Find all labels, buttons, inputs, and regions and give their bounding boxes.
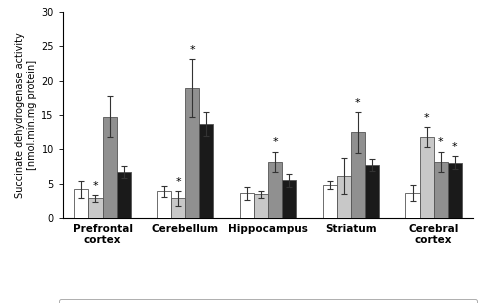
- Bar: [185, 88, 199, 218]
- Bar: [420, 137, 434, 218]
- Text: *: *: [424, 113, 429, 123]
- Bar: [102, 117, 116, 218]
- Bar: [171, 198, 185, 218]
- Text: *: *: [189, 45, 195, 55]
- Bar: [240, 193, 254, 218]
- Text: *: *: [452, 142, 457, 152]
- Text: *: *: [355, 98, 361, 108]
- Bar: [448, 162, 462, 218]
- Y-axis label: Succinate dehydrogenase activity
[nmol.min.mg protein]: Succinate dehydrogenase activity [nmol.m…: [15, 32, 37, 198]
- Bar: [337, 176, 351, 218]
- Bar: [282, 180, 296, 218]
- Text: *: *: [272, 138, 278, 148]
- Bar: [365, 165, 379, 218]
- Legend: Control, Fluvoxamine 10 mg/kg, Fluvoxamine 30 mg/kg, Fluvoxamine 60 mg/kg: Control, Fluvoxamine 10 mg/kg, Fluvoxami…: [59, 299, 477, 303]
- Bar: [88, 198, 102, 218]
- Text: *: *: [175, 177, 181, 187]
- Bar: [116, 172, 131, 218]
- Bar: [434, 162, 448, 218]
- Bar: [254, 194, 268, 218]
- Bar: [157, 191, 171, 218]
- Bar: [351, 132, 365, 218]
- Bar: [405, 193, 420, 218]
- Text: *: *: [438, 138, 443, 148]
- Bar: [199, 124, 213, 218]
- Bar: [323, 185, 337, 218]
- Bar: [74, 189, 88, 218]
- Text: *: *: [93, 181, 99, 191]
- Bar: [268, 162, 282, 218]
